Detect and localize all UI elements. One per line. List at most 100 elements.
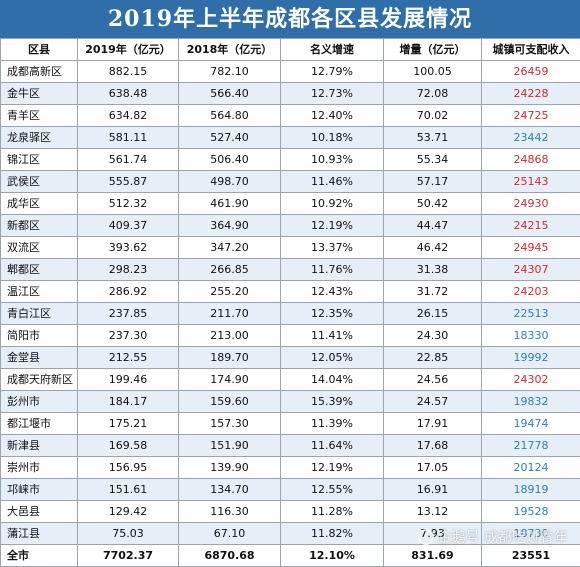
- income-cell: 19992: [482, 347, 580, 369]
- growth-cell: 11.82%: [281, 523, 384, 545]
- value-2018-cell: 157.30: [179, 413, 281, 435]
- value-2019-cell: 175.21: [78, 413, 179, 435]
- total-income-cell: 23551: [482, 545, 580, 567]
- value-2018-cell: 134.70: [179, 479, 281, 501]
- district-cell: 都江堰市: [1, 413, 78, 435]
- value-2019-cell: 512.32: [78, 193, 179, 215]
- district-cell: 彭州市: [1, 391, 78, 413]
- value-2019-cell: 393.62: [78, 237, 179, 259]
- increase-cell: 13.12: [384, 501, 482, 523]
- total-value-2019-cell: 7702.37: [78, 545, 179, 567]
- growth-cell: 11.39%: [281, 413, 384, 435]
- value-2018-cell: 566.40: [179, 83, 281, 105]
- value-2019-cell: 212.55: [78, 347, 179, 369]
- header-district: 区县: [1, 39, 78, 61]
- income-cell: 24930: [482, 193, 580, 215]
- district-cell: 郫都区: [1, 259, 78, 281]
- district-cell: 龙泉驿区: [1, 127, 78, 149]
- header-income: 城镇可支配收入: [482, 39, 580, 61]
- header-increase: 增量（亿元）: [384, 39, 482, 61]
- total-increase-cell: 831.69: [384, 545, 482, 567]
- value-2018-cell: 364.90: [179, 215, 281, 237]
- income-cell: 24203: [482, 281, 580, 303]
- district-cell: 金牛区: [1, 83, 78, 105]
- value-2018-cell: 347.20: [179, 237, 281, 259]
- value-2019-cell: 286.92: [78, 281, 179, 303]
- value-2019-cell: 882.15: [78, 61, 179, 83]
- income-cell: 24868: [482, 149, 580, 171]
- district-table: 区县 2019年（亿元） 2018年（亿元） 名义增速 增量（亿元） 城镇可支配…: [0, 38, 580, 567]
- total-growth-cell: 12.10%: [281, 545, 384, 567]
- header-2019: 2019年（亿元）: [78, 39, 179, 61]
- value-2018-cell: 527.40: [179, 127, 281, 149]
- growth-cell: 12.19%: [281, 215, 384, 237]
- value-2018-cell: 255.20: [179, 281, 281, 303]
- value-2018-cell: 506.40: [179, 149, 281, 171]
- district-cell: 大邑县: [1, 501, 78, 523]
- growth-cell: 10.18%: [281, 127, 384, 149]
- district-cell: 蒲江县: [1, 523, 78, 545]
- increase-cell: 53.71: [384, 127, 482, 149]
- growth-cell: 11.64%: [281, 435, 384, 457]
- growth-cell: 15.39%: [281, 391, 384, 413]
- value-2018-cell: 67.10: [179, 523, 281, 545]
- income-cell: 26459: [482, 61, 580, 83]
- increase-cell: 50.42: [384, 193, 482, 215]
- growth-cell: 12.55%: [281, 479, 384, 501]
- growth-cell: 11.76%: [281, 259, 384, 281]
- increase-cell: 24.30: [384, 325, 482, 347]
- district-cell: 简阳市: [1, 325, 78, 347]
- district-cell: 新津县: [1, 435, 78, 457]
- increase-cell: 24.57: [384, 391, 482, 413]
- value-2019-cell: 129.42: [78, 501, 179, 523]
- growth-cell: 12.19%: [281, 457, 384, 479]
- increase-cell: 16.91: [384, 479, 482, 501]
- district-cell: 成华区: [1, 193, 78, 215]
- income-cell: 21778: [482, 435, 580, 457]
- growth-cell: 12.43%: [281, 281, 384, 303]
- value-2019-cell: 555.87: [78, 171, 179, 193]
- increase-cell: 57.17: [384, 171, 482, 193]
- increase-cell: 22.85: [384, 347, 482, 369]
- district-cell: 成都天府新区: [1, 369, 78, 391]
- district-cell: 崇州市: [1, 457, 78, 479]
- value-2019-cell: 298.23: [78, 259, 179, 281]
- growth-cell: 11.46%: [281, 171, 384, 193]
- district-cell: 新都区: [1, 215, 78, 237]
- income-cell: 19474: [482, 413, 580, 435]
- value-2019-cell: 638.48: [78, 83, 179, 105]
- increase-cell: 46.42: [384, 237, 482, 259]
- increase-cell: 26.15: [384, 303, 482, 325]
- value-2019-cell: 634.82: [78, 105, 179, 127]
- value-2019-cell: 237.30: [78, 325, 179, 347]
- district-cell: 武侯区: [1, 171, 78, 193]
- value-2019-cell: 409.37: [78, 215, 179, 237]
- growth-cell: 12.79%: [281, 61, 384, 83]
- value-2018-cell: 213.00: [179, 325, 281, 347]
- increase-cell: 55.34: [384, 149, 482, 171]
- increase-cell: 31.38: [384, 259, 482, 281]
- income-cell: 25143: [482, 171, 580, 193]
- income-cell: 23442: [482, 127, 580, 149]
- income-cell: 24725: [482, 105, 580, 127]
- watermark: 企鹅号 成都吃过青年: [418, 527, 568, 547]
- header-row: 区县 2019年（亿元） 2018年（亿元） 名义增速 增量（亿元） 城镇可支配…: [1, 39, 580, 61]
- increase-cell: 70.02: [384, 105, 482, 127]
- value-2019-cell: 581.11: [78, 127, 179, 149]
- income-cell: 19528: [482, 501, 580, 523]
- income-cell: 24307: [482, 259, 580, 281]
- growth-cell: 12.40%: [281, 105, 384, 127]
- growth-cell: 14.04%: [281, 369, 384, 391]
